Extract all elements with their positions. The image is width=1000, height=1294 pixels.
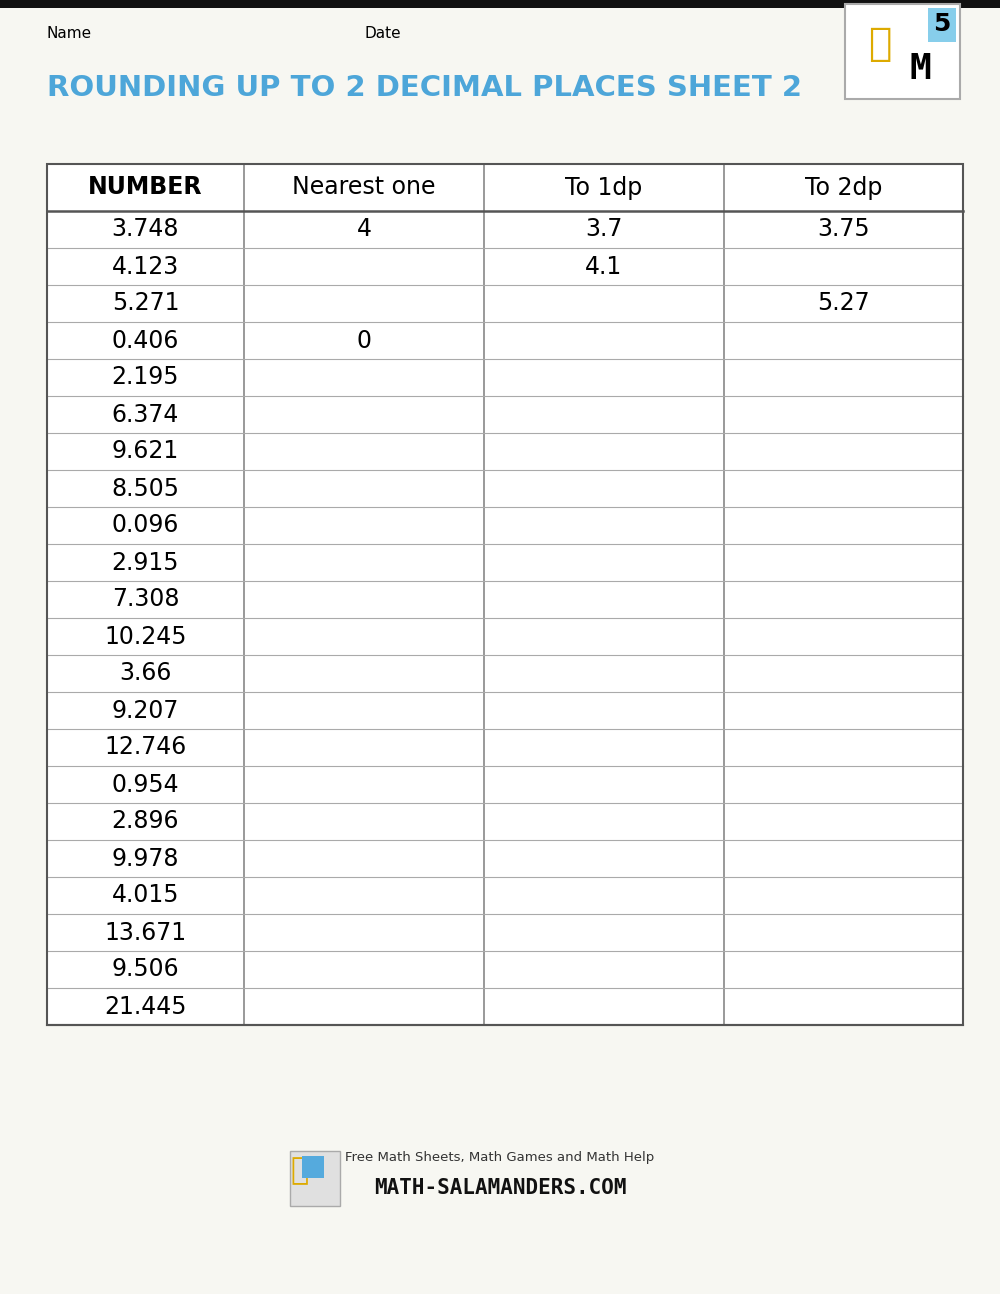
Text: 0: 0	[356, 329, 371, 352]
Text: 3.748: 3.748	[112, 217, 179, 242]
Text: 4: 4	[356, 217, 371, 242]
Text: Name: Name	[47, 26, 92, 41]
Bar	[47, 164, 963, 1025]
Text: 7.308: 7.308	[112, 587, 179, 612]
Text: 9.621: 9.621	[112, 440, 179, 463]
Text: 3.75: 3.75	[817, 217, 870, 242]
Bar	[845, 4, 960, 100]
Text: 9.207: 9.207	[112, 699, 179, 722]
Text: 5.271: 5.271	[112, 291, 179, 316]
Text: Nearest one: Nearest one	[292, 176, 436, 199]
Text: 3.7: 3.7	[585, 217, 623, 242]
Text: 9.978: 9.978	[112, 846, 179, 871]
Text: 8.505: 8.505	[111, 476, 179, 501]
Text: 🦎: 🦎	[291, 1157, 309, 1185]
Text: MATH-SALAMANDERS.COM: MATH-SALAMANDERS.COM	[374, 1178, 626, 1198]
Text: To 1dp: To 1dp	[565, 176, 643, 199]
Text: 0.096: 0.096	[112, 514, 179, 537]
Bar	[302, 1156, 324, 1178]
Bar	[47, 164, 963, 1025]
Text: 21.445: 21.445	[104, 995, 187, 1018]
Text: NUMBER: NUMBER	[88, 176, 203, 199]
Text: 2.915: 2.915	[112, 550, 179, 575]
Text: 13.671: 13.671	[104, 920, 187, 945]
Bar	[290, 1150, 340, 1206]
Text: 2.896: 2.896	[112, 810, 179, 833]
Text: 5.27: 5.27	[817, 291, 870, 316]
Text: 0.406: 0.406	[112, 329, 179, 352]
Text: 4.123: 4.123	[112, 255, 179, 278]
Text: 0.954: 0.954	[112, 773, 179, 797]
Text: 2.195: 2.195	[112, 365, 179, 389]
Text: To 2dp: To 2dp	[805, 176, 882, 199]
Text: 4.015: 4.015	[112, 884, 179, 907]
Text: 9.506: 9.506	[112, 958, 179, 982]
Text: 12.746: 12.746	[104, 735, 187, 760]
Text: Free Math Sheets, Math Games and Math Help: Free Math Sheets, Math Games and Math He…	[345, 1152, 655, 1165]
Bar	[0, 0, 1000, 8]
Text: ROUNDING UP TO 2 DECIMAL PLACES SHEET 2: ROUNDING UP TO 2 DECIMAL PLACES SHEET 2	[47, 74, 802, 102]
Text: 4.1: 4.1	[585, 255, 623, 278]
Text: 🦎: 🦎	[868, 25, 892, 63]
Text: 3.66: 3.66	[119, 661, 172, 686]
Text: M: M	[909, 52, 931, 85]
Text: 10.245: 10.245	[104, 625, 187, 648]
Text: 5: 5	[933, 12, 951, 36]
Text: Date: Date	[365, 26, 402, 41]
Bar	[928, 8, 956, 41]
Text: 6.374: 6.374	[112, 402, 179, 427]
